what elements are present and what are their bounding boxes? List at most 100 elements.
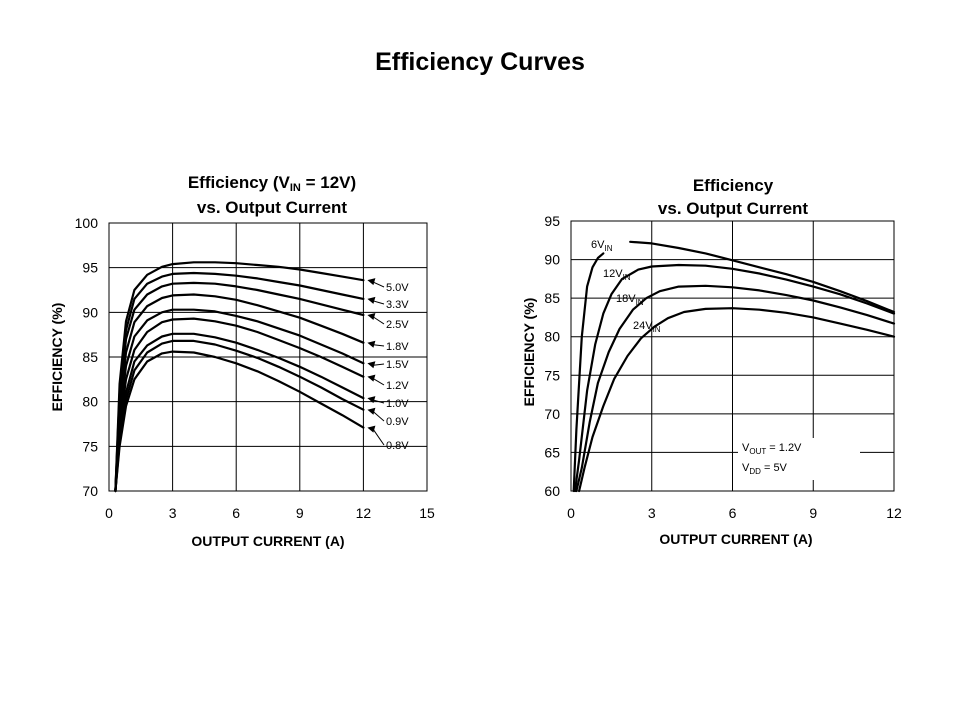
right-x-tick-label: 9: [809, 505, 817, 521]
left-series-label: 5.0V: [386, 282, 409, 294]
right-y-tick-label: 65: [544, 444, 560, 460]
left-y-tick-label: 75: [82, 438, 98, 454]
left-y-tick-label: 95: [82, 260, 98, 276]
left-series-label-text: 1.0V: [386, 398, 409, 410]
right-series-label-main: 12V: [603, 268, 623, 280]
left-label-arrowhead: [367, 313, 376, 321]
right-series-label: 24VIN: [633, 320, 661, 334]
left-series-line: [114, 317, 365, 493]
right-chart-subtitle: vs. Output Current: [658, 199, 809, 218]
right-series-label-main: 18V: [616, 293, 636, 305]
left-series-line: [114, 261, 365, 493]
right-series-lines: [572, 240, 896, 493]
right-x-tick-label: 12: [886, 505, 902, 521]
left-series-label-text: 5.0V: [386, 282, 409, 294]
right-series-line: [629, 240, 896, 314]
left-label-arrow: [373, 411, 385, 422]
right-y-tick-label: 85: [544, 290, 560, 306]
left-series-label: 0.8V: [386, 440, 409, 452]
right-annotation-box: [738, 438, 860, 480]
left-series-line: [114, 293, 365, 493]
right-tick-labels: 0 3 6 9 12 60 65 70 75 80 85 90 95: [544, 213, 902, 521]
left-y-tick-label: 90: [82, 304, 98, 320]
right-series-line: [572, 252, 605, 493]
right-y-tick-label: 75: [544, 367, 560, 383]
right-series-label-main: 6V: [591, 239, 605, 251]
vout-tail: = 1.2V: [766, 442, 802, 454]
right-series-line: [575, 284, 896, 493]
right-x-tick-label: 6: [729, 505, 737, 521]
right-series-line: [577, 307, 896, 493]
left-series-line: [114, 308, 365, 493]
left-series-label: 0.9V: [386, 416, 409, 428]
left-y-tick-label: 100: [75, 215, 99, 231]
left-series-label: 1.5V: [386, 359, 409, 371]
right-chart-title: Efficiency: [693, 176, 774, 195]
vout-main: V: [742, 442, 750, 454]
right-series-label-subscript: IN: [623, 273, 631, 282]
left-series-label: 1.8V: [386, 341, 409, 353]
left-label-arrowhead: [367, 407, 376, 415]
right-series-label-main: 24V: [633, 320, 653, 332]
left-series-lines: [114, 261, 365, 493]
right-y-tick-label: 95: [544, 213, 560, 229]
left-series-label-text: 1.2V: [386, 380, 409, 392]
left-series-labels: 5.0V 3.3V 2.5V 1.8V 1.5V 1.2V 1.0V 0.9V 0.8V: [367, 278, 409, 452]
left-x-tick-label: 0: [105, 505, 113, 521]
right-series-label-subscript: IN: [653, 325, 661, 334]
left-label-arrowhead: [367, 374, 376, 382]
left-series-label-text: 1.5V: [386, 359, 409, 371]
vout-subscript: OUT: [749, 447, 766, 456]
chart-efficiency-vin-family: Efficiency vs. Output Current 0 3 6 9 12 60 65…: [521, 176, 902, 547]
left-label-arrow: [372, 429, 385, 446]
left-series-line: [114, 350, 365, 493]
left-series-line: [114, 271, 365, 493]
left-label-arrowhead: [367, 361, 376, 369]
right-series-label: 6VIN: [591, 239, 613, 253]
left-series-label: 1.2V: [386, 380, 409, 392]
left-series-label: 2.5V: [386, 319, 409, 331]
left-label-arrow: [373, 378, 385, 386]
left-label-arrow: [373, 344, 385, 347]
right-x-tick-label: 3: [648, 505, 656, 521]
left-series-label-text: 3.3V: [386, 299, 409, 311]
chart-efficiency-vin-12v: Efficiency (VIN = 12V) vs. Output Curren…: [49, 173, 435, 549]
left-series-line: [114, 281, 365, 493]
left-label-arrowhead: [367, 396, 376, 404]
left-label-arrow: [373, 300, 385, 305]
left-series-label-text: 0.9V: [386, 416, 409, 428]
left-x-tick-label: 3: [169, 505, 177, 521]
right-x-tick-label: 0: [567, 505, 575, 521]
left-x-tick-label: 12: [356, 505, 372, 521]
left-series-label: 3.3V: [386, 299, 409, 311]
right-y-tick-label: 70: [544, 406, 560, 422]
left-label-arrowhead: [367, 296, 376, 304]
left-x-tick-label: 6: [232, 505, 240, 521]
right-annotation-vout: VOUT = 1.2V: [742, 442, 802, 456]
vdd-main: V: [742, 462, 750, 474]
page-title: Efficiency Curves: [375, 48, 585, 76]
left-x-tick-label: 15: [419, 505, 435, 521]
left-y-tick-label: 85: [82, 349, 98, 365]
right-series-label-subscript: IN: [604, 244, 612, 253]
left-chart-title: Efficiency (VIN = 12V): [188, 173, 356, 194]
left-label-arrowhead: [367, 340, 376, 348]
left-chart-title-subscript: IN: [290, 182, 301, 194]
right-series-label: 18VIN: [616, 293, 644, 307]
left-chart-title-main: Efficiency (V: [188, 173, 291, 192]
left-tick-labels: 0 3 6 9 12 15 70 75 80 85 90 95 100: [75, 215, 435, 521]
vdd-tail: = 5V: [761, 462, 788, 474]
left-series-label: 1.0V: [386, 398, 409, 410]
left-label-arrowhead: [367, 278, 376, 286]
right-series-line: [573, 263, 896, 493]
right-y-tick-label: 80: [544, 329, 560, 345]
left-chart-title-tail: = 12V): [301, 173, 356, 192]
right-x-axis-label: OUTPUT CURRENT (A): [659, 531, 812, 547]
left-series-label-text: 1.8V: [386, 341, 409, 353]
left-label-arrow: [373, 399, 385, 404]
right-y-axis-label: EFFICIENCY (%): [521, 298, 537, 407]
right-series-label: 12VIN: [603, 268, 631, 282]
left-label-arrow: [373, 363, 385, 366]
